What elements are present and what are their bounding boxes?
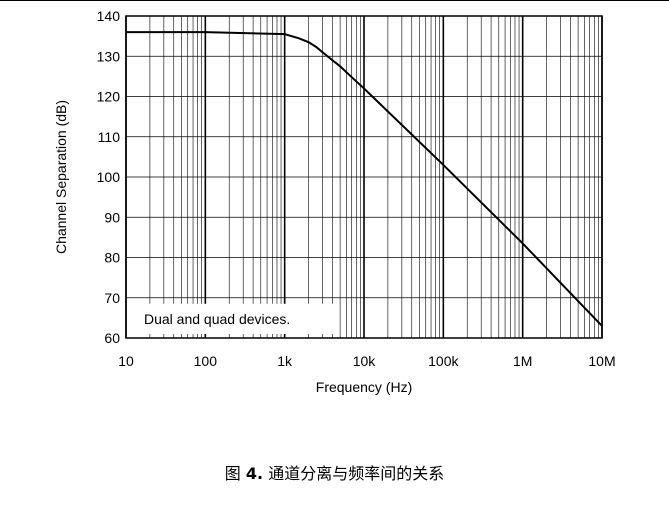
series-line: [126, 31, 603, 327]
top-rule: [0, 0, 669, 1]
y-axis-label: Channel Separation (dB): [53, 100, 69, 254]
x-axis-label: Frequency (Hz): [316, 379, 412, 395]
caption-prefix: 图: [224, 464, 246, 483]
x-tick-label: 100: [194, 353, 218, 369]
y-tick-label: 110: [98, 129, 121, 145]
annotation-box: [138, 303, 336, 334]
x-tick-label: 10: [118, 353, 134, 369]
x-tick-label: 1k: [277, 353, 293, 369]
y-tick-label: 120: [97, 89, 121, 105]
y-tick-label: 70: [104, 290, 120, 306]
y-tick-label: 130: [97, 48, 121, 64]
y-tick-label: 100: [97, 169, 121, 185]
x-tick-label: 100k: [428, 353, 459, 369]
y-tick-label: 60: [104, 330, 120, 346]
tick-labels: 10 100 1k 10k 100k 1M 10M 60 70 80 90 100 110 120 130 1…: [97, 8, 616, 369]
x-tick-label: 1M: [513, 353, 532, 369]
figure-caption: 图 4. 通道分离与频率间的关系: [0, 460, 669, 484]
y-tick-label: 90: [104, 209, 120, 225]
y-tick-label: 80: [104, 250, 120, 266]
channel-separation-chart: 10 100 1k 10k 100k 1M 10M 60 70 80 90 100 110 120 130 1…: [53, 8, 616, 395]
x-tick-label: 10k: [353, 353, 377, 369]
plot-area-border: [125, 15, 603, 339]
caption-text: 通道分离与频率间的关系: [263, 464, 445, 483]
y-tick-label: 140: [97, 8, 121, 24]
grid: [125, 15, 603, 339]
x-tick-label: 10M: [588, 353, 615, 369]
caption-number: 4.: [245, 464, 264, 483]
annotation-text: Dual and quad devices.: [144, 311, 290, 327]
